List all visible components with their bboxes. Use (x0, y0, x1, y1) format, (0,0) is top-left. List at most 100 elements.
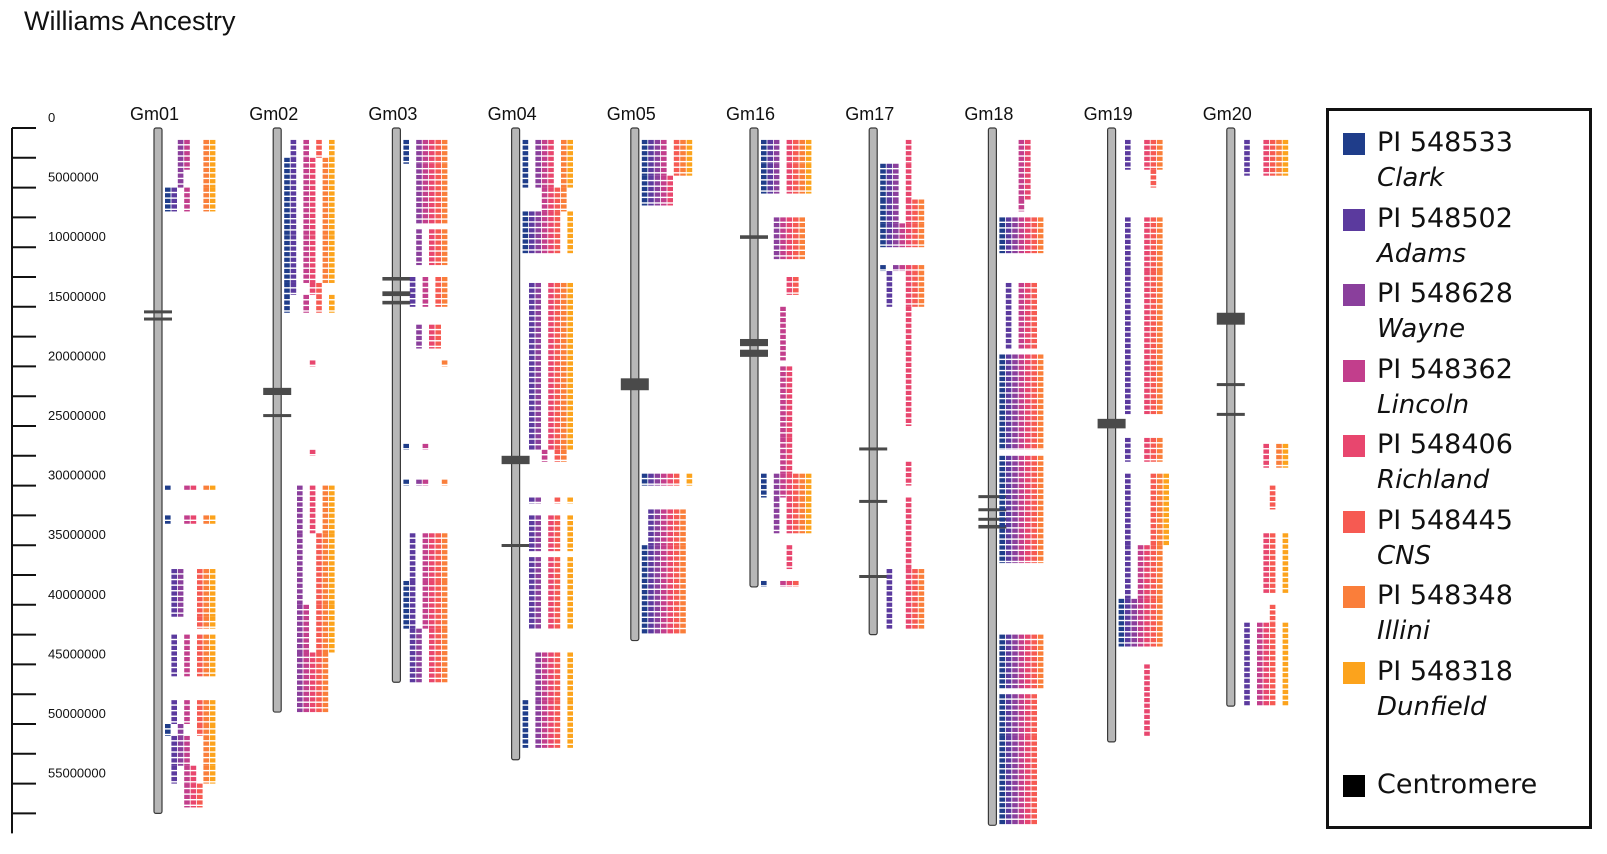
ancestry-cell (1244, 650, 1250, 655)
ancestry-cell (673, 139, 680, 145)
ancestry-cell (905, 293, 912, 298)
ancestry-cell (654, 567, 661, 572)
ancestry-cell (1025, 228, 1031, 233)
y-tick-label: 45000000 (48, 646, 106, 661)
ancestry-cell (541, 733, 548, 738)
ancestry-cell (441, 679, 448, 683)
ancestry-cell (918, 271, 925, 276)
ancestry-cell (1137, 615, 1144, 620)
ancestry-cell (322, 663, 329, 668)
ancestry-cell (1157, 271, 1163, 276)
ancestry-cell (567, 305, 573, 310)
ancestry-cell (673, 606, 680, 611)
ancestry-cell (1157, 443, 1163, 448)
ancestry-cell (1144, 234, 1150, 239)
ancestry-cell (999, 545, 1005, 550)
ancestry-cell (309, 360, 316, 365)
ancestry-cell (548, 179, 554, 184)
ancestry-cell (561, 344, 567, 349)
ancestry-cell (773, 191, 780, 194)
ancestry-cell (1276, 460, 1282, 465)
ancestry-cell (203, 187, 209, 192)
ancestry-cell (1144, 573, 1150, 578)
ancestry-cell (548, 250, 554, 254)
ancestry-cell (322, 652, 329, 657)
ancestry-cell (322, 583, 329, 588)
ancestry-cell (686, 479, 693, 484)
ancestry-cell (1131, 621, 1137, 626)
ancestry-cell (786, 191, 793, 194)
ancestry-cell (886, 569, 893, 574)
ancestry-cell (886, 210, 893, 215)
ancestry-cell (1025, 668, 1031, 673)
ancestry-cell (1269, 622, 1276, 627)
ancestry-cell (1150, 490, 1157, 495)
ancestry-cell (567, 417, 573, 422)
ancestry-chart: 0500000010000000150000002000000025000000… (11, 104, 1289, 834)
ancestry-cell (316, 550, 322, 555)
ancestry-cell (1025, 173, 1031, 178)
ancestry-cell (554, 568, 561, 573)
ancestry-cell (548, 618, 554, 623)
ancestry-cell (661, 198, 667, 203)
ancestry-cell (284, 174, 290, 179)
ancestry-cell (535, 294, 541, 299)
ancestry-cell (429, 229, 435, 234)
ancestry-cell (805, 162, 812, 164)
ancestry-cell (409, 651, 416, 656)
ancestry-cell (1031, 733, 1037, 736)
ancestry-cell (1263, 544, 1269, 549)
ancestry-cell (654, 578, 661, 583)
ancestry-cell (561, 288, 567, 293)
ancestry-cell (1025, 511, 1031, 516)
ancestry-cell (416, 251, 422, 256)
ancestry-cell (203, 622, 209, 627)
ancestry-cell (203, 156, 209, 161)
ancestry-cell (309, 213, 316, 218)
ancestry-cell (190, 794, 197, 799)
ancestry-cell (184, 198, 190, 203)
ancestry-cell (1157, 310, 1163, 315)
ancestry-cell (1125, 610, 1131, 615)
legend-swatch (1343, 510, 1365, 533)
ancestry-cell (1282, 684, 1289, 689)
ancestry-cell (284, 282, 290, 288)
ancestry-cell (554, 417, 561, 422)
ancestry-cell (1031, 685, 1037, 689)
ancestry-cell (1125, 394, 1131, 399)
ancestry-cell (329, 583, 335, 588)
ancestry-cell (322, 610, 329, 615)
ancestry-cell (999, 673, 1005, 678)
ancestry-cell (429, 620, 435, 625)
ancestry-cell (1025, 657, 1031, 662)
ancestry-cell (1157, 595, 1163, 599)
legend-name: Wayne (1377, 314, 1466, 344)
ancestry-cell (567, 422, 573, 428)
ancestry-cell (548, 394, 554, 400)
ancestry-cell (529, 557, 535, 562)
ancestry-cell (905, 223, 912, 228)
ancestry-cell (661, 573, 667, 578)
ancestry-cell (203, 765, 209, 770)
ancestry-cell (203, 184, 209, 188)
ancestry-cell (793, 228, 799, 233)
ancestry-cell (561, 145, 567, 150)
ancestry-cell (1157, 545, 1163, 550)
ancestry-cell (1150, 573, 1157, 578)
ancestry-cell (548, 537, 554, 542)
ancestry-cell (1025, 534, 1031, 539)
ancestry-cell (1125, 371, 1131, 377)
ancestry-cell (1025, 539, 1031, 544)
ancestry-cell (654, 556, 661, 561)
ancestry-cell (1018, 673, 1025, 678)
ancestry-cell (171, 193, 177, 198)
ancestry-cell (409, 679, 416, 683)
ancestry-cell (548, 434, 554, 439)
ancestry-cell (441, 580, 448, 586)
ancestry-cell (905, 304, 912, 307)
ancestry-cell (322, 702, 329, 708)
ancestry-cell (541, 700, 548, 705)
ancestry-cell (1157, 338, 1163, 343)
ancestry-cell (1012, 662, 1018, 667)
ancestry-cell (316, 538, 322, 544)
